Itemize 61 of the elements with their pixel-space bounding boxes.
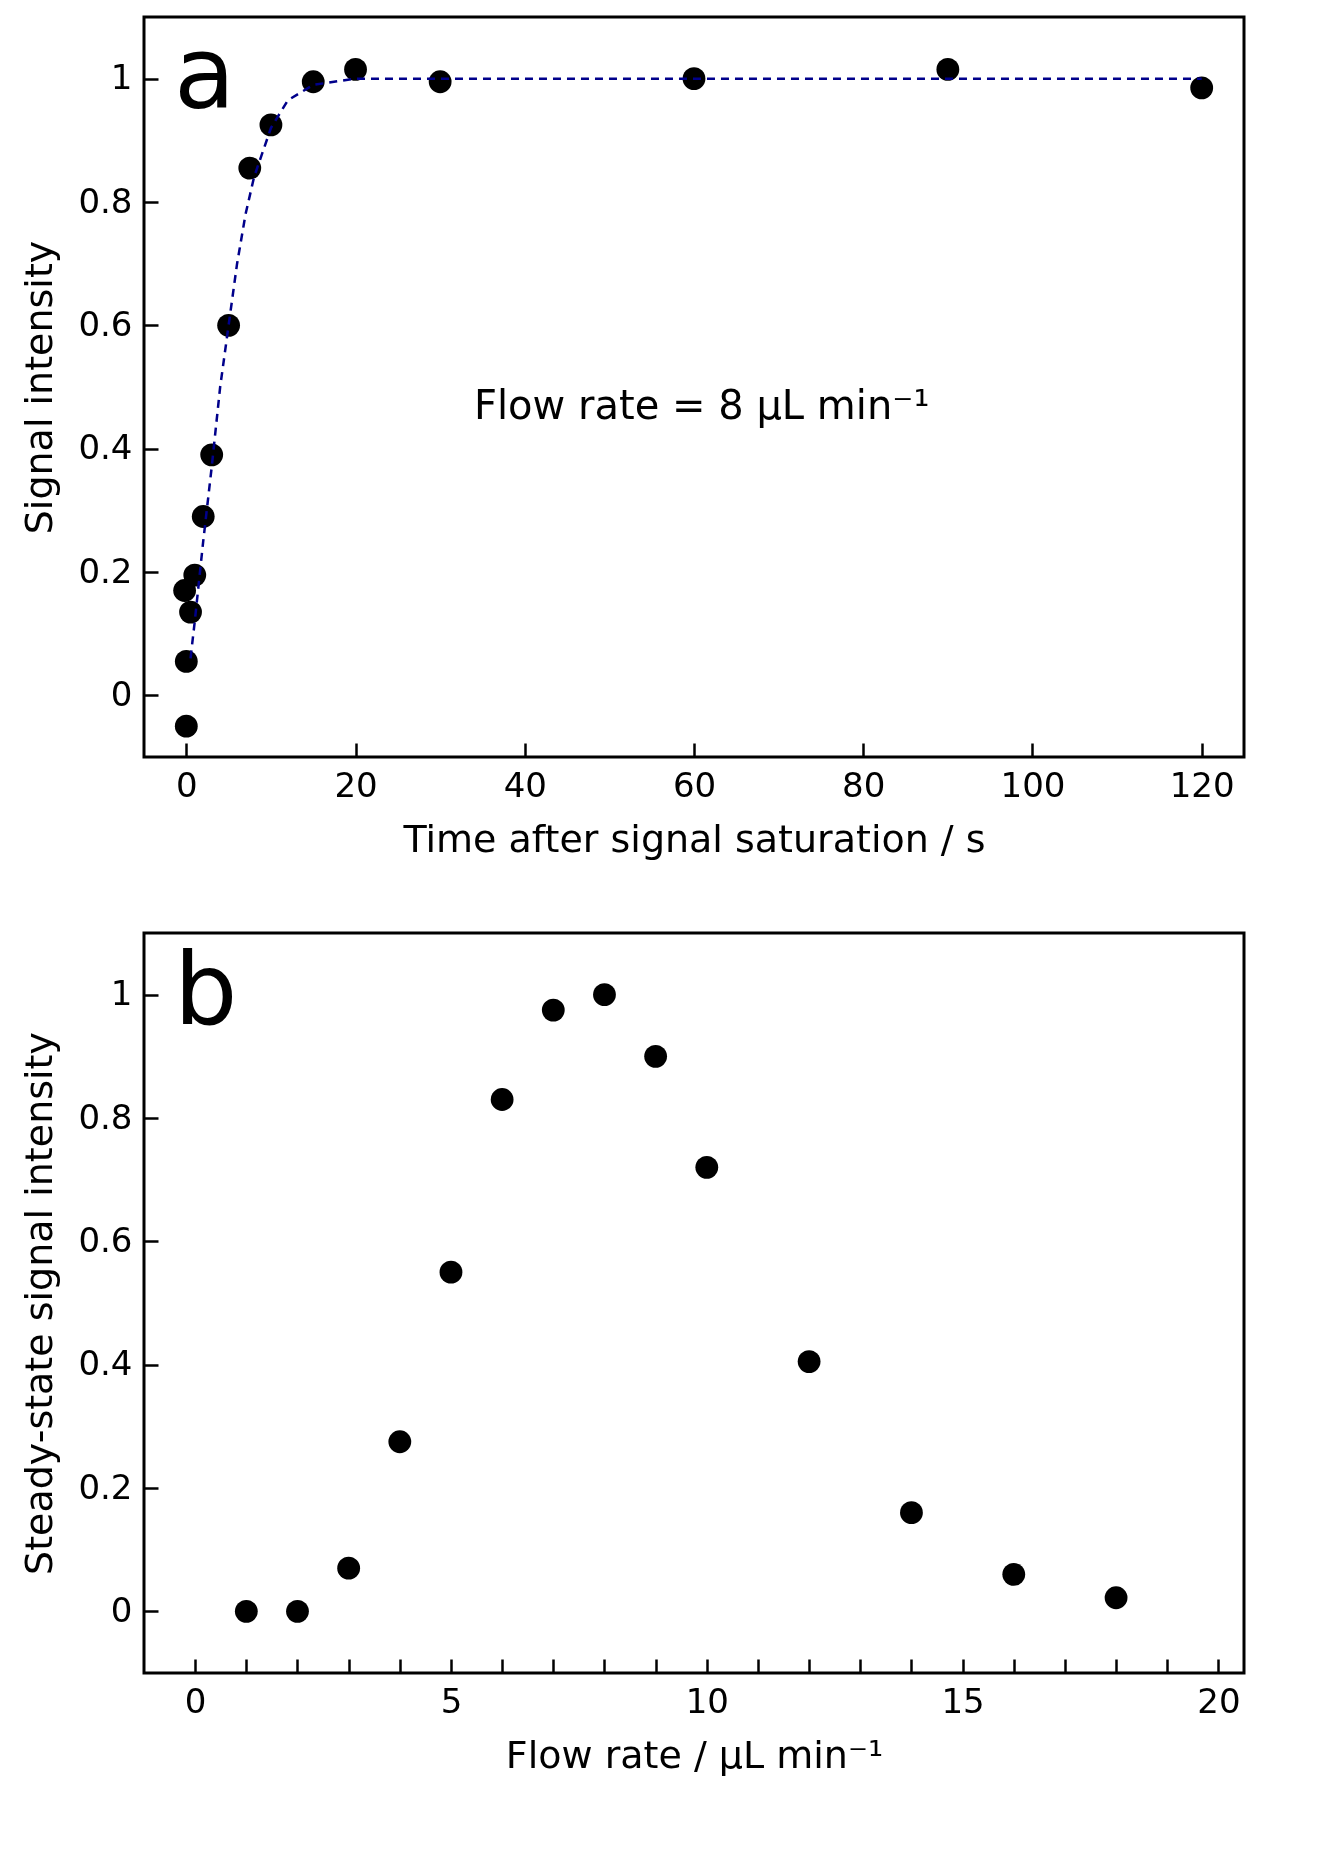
y-tick-label: 1 <box>110 973 133 1014</box>
x-tick-label: 15 <box>941 1680 985 1721</box>
x-tick-label: 100 <box>1000 764 1066 805</box>
point <box>217 313 241 337</box>
point <box>593 983 616 1007</box>
x-tick-label: 60 <box>672 764 717 805</box>
y-tick-label: 0.6 <box>78 303 133 344</box>
x-tick-label: 120 <box>1169 764 1235 805</box>
point <box>541 998 565 1022</box>
y-axis-title: Steady-state signal intensity <box>17 1032 62 1575</box>
x-tick-label: 80 <box>842 764 886 805</box>
annotation: b <box>174 931 238 1048</box>
point <box>179 600 202 624</box>
point <box>439 1260 463 1284</box>
point <box>1104 1586 1128 1610</box>
y-tick-label: 0.6 <box>78 1219 133 1260</box>
x-tick-label: 20 <box>334 764 378 805</box>
point <box>344 58 367 81</box>
point <box>337 1556 361 1580</box>
y-tick-label: 0.4 <box>78 1343 133 1384</box>
point <box>238 156 262 180</box>
point <box>286 1599 309 1623</box>
annotation: Flow rate = 8 μL min⁻¹ <box>474 382 930 428</box>
y-tick-label: 1 <box>110 57 133 98</box>
annotation: a <box>174 15 236 132</box>
point <box>797 1350 821 1373</box>
point <box>301 70 325 94</box>
x-tick-label: 10 <box>685 1680 729 1721</box>
point <box>183 563 207 587</box>
point <box>191 505 215 528</box>
point <box>1002 1562 1026 1586</box>
x-tick-label: 0 <box>175 764 198 805</box>
point <box>490 1088 514 1111</box>
x-tick-label: 5 <box>440 1680 463 1721</box>
x-tick-label: 0 <box>184 1680 207 1721</box>
point <box>174 714 198 738</box>
point <box>1190 76 1214 100</box>
y-tick-label: 0.4 <box>78 427 133 468</box>
point <box>644 1044 668 1068</box>
point <box>428 70 452 94</box>
y-tick-label: 0 <box>110 673 133 714</box>
x-axis-title: Time after signal saturation / s <box>402 816 986 861</box>
point <box>259 113 283 137</box>
point <box>174 650 198 673</box>
y-tick-label: 0 <box>110 1589 133 1630</box>
point <box>200 443 224 467</box>
point <box>682 67 706 91</box>
y-tick-label: 0.2 <box>78 1466 133 1507</box>
point <box>234 1599 258 1623</box>
y-tick-label: 0.8 <box>78 1096 133 1137</box>
y-tick-label: 0.8 <box>78 180 133 221</box>
y-tick-label: 0.2 <box>78 550 133 591</box>
x-tick-label: 20 <box>1197 1680 1241 1721</box>
point <box>936 58 960 81</box>
point <box>900 1501 923 1525</box>
point <box>695 1155 719 1179</box>
y-axis-title: Signal intensity <box>17 240 62 535</box>
x-tick-label: 40 <box>503 764 547 805</box>
x-axis-title: Flow rate / μL min⁻¹ <box>505 1732 884 1777</box>
point <box>388 1430 412 1454</box>
point <box>173 579 197 602</box>
